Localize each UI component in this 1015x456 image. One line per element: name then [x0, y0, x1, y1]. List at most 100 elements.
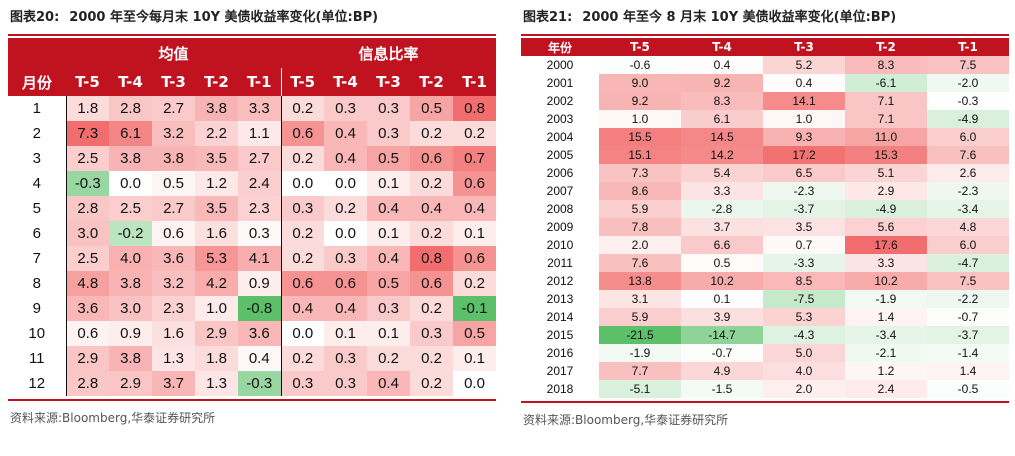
yield-change-cell: 2.9	[845, 182, 927, 200]
yield-change-cell: 1.4	[845, 308, 927, 326]
yield-change-cell: -2.3	[763, 182, 845, 200]
yield-change-cell: 14.2	[681, 146, 763, 164]
mean-value-cell: 5.3	[195, 246, 238, 271]
table-row: 2011 7.6 0.5 -3.3 3.3 -4.7	[521, 254, 1009, 272]
yield-change-cell: 4.9	[681, 362, 763, 380]
year-cell: 2011	[547, 256, 573, 270]
year-cell: 2012	[546, 274, 574, 288]
mean-col-header: T-2	[195, 68, 238, 96]
info-ratio-value-cell: 0.2	[367, 346, 410, 371]
year-cell: 2001	[546, 76, 574, 90]
yield-change-cell: 3.3	[845, 254, 927, 272]
mean-value-cell: 2.9	[65, 346, 109, 371]
mean-value-cell: 0.5	[152, 171, 195, 196]
mean-value-cell: 2.5	[65, 146, 109, 171]
info-ratio-value-cell: 0.2	[324, 196, 367, 221]
info-ratio-value-cell: 0.5	[367, 271, 410, 296]
mean-value-cell: 7.3	[65, 121, 109, 146]
info-ratio-value-cell: 0.1	[367, 321, 410, 346]
year-column-header: 年份	[521, 38, 599, 56]
info-ratio-value-cell: 0.2	[453, 271, 496, 296]
info-ratio-value-cell: 0.6	[410, 146, 453, 171]
lag-col-header: T-4	[681, 38, 763, 56]
table-row: 8 4.8 3.8 3.2 4.2 0.9 0.6 0.6 0.5 0.6 0.2	[8, 271, 496, 296]
monthly-yield-change-table: 均值 信息比率 月份 T-5 T-4 T-3 T-2 T-1 T-5 T-4 T-3 T-2 T-…	[8, 38, 496, 396]
mean-value-cell: 3.6	[152, 246, 195, 271]
mean-value-cell: 3.0	[65, 221, 109, 246]
info-ratio-value-cell: 0.0	[280, 171, 324, 196]
year-cell: 2016	[546, 346, 574, 360]
yield-change-cell: 8.3	[845, 56, 927, 74]
yield-change-cell: -14.7	[681, 326, 763, 344]
mean-value-cell: 1.3	[152, 346, 195, 371]
info-ratio-value-cell: 0.2	[410, 371, 453, 396]
yield-change-cell: 6.5	[763, 164, 845, 182]
mean-value-cell: 4.8	[65, 271, 109, 296]
table-row: 2002 9.2 8.3 14.1 7.1 -0.3	[521, 92, 1009, 110]
mean-value-cell: 4.0	[109, 246, 152, 271]
info-ratio-value-cell: 0.0	[324, 221, 367, 246]
mean-value-cell: 2.2	[195, 121, 238, 146]
month-cell: 10	[28, 325, 46, 342]
mean-value-cell: 3.7	[152, 371, 195, 396]
year-cell: 2010	[546, 238, 574, 252]
info-ratio-value-cell: 0.0	[324, 171, 367, 196]
mean-value-cell: 3.8	[109, 271, 152, 296]
yield-change-cell: 9.2	[681, 74, 763, 92]
info-ratio-value-cell: 0.6	[410, 271, 453, 296]
info-ratio-value-cell: 0.6	[453, 246, 496, 271]
yield-change-cell: 0.1	[681, 290, 763, 308]
mean-value-cell: 3.6	[65, 296, 109, 321]
yield-change-cell: -4.7	[927, 254, 1009, 272]
table-row: 2009 7.8 3.7 3.5 5.6 4.8	[521, 218, 1009, 236]
yield-change-cell: 4.8	[927, 218, 1009, 236]
ratio-col-header: T-1	[453, 68, 496, 96]
yield-change-cell: 7.1	[845, 92, 927, 110]
yield-change-cell: 7.5	[927, 272, 1009, 290]
yield-change-cell: -0.3	[927, 92, 1009, 110]
mean-value-cell: 0.9	[109, 321, 152, 346]
figure-21-bottom-rule	[521, 401, 1009, 403]
yield-change-cell: -3.7	[763, 200, 845, 218]
mean-value-cell: 3.6	[238, 321, 281, 346]
mean-value-cell: 2.7	[152, 196, 195, 221]
yield-change-cell: 10.2	[681, 272, 763, 290]
yield-change-cell: 5.9	[599, 200, 681, 218]
figure-21-title-text: 2000 年至今 8 月末 10Y 美债收益率变化(单位:BP)	[582, 10, 897, 25]
info-ratio-value-cell: 0.5	[453, 321, 496, 346]
month-cell: 6	[32, 225, 41, 242]
yield-change-cell: -4.9	[927, 110, 1009, 128]
info-ratio-value-cell: 0.0	[453, 371, 496, 396]
table-row: 2003 1.0 6.1 1.0 7.1 -4.9	[521, 110, 1009, 128]
mean-value-cell: 1.6	[152, 321, 195, 346]
mean-value-cell: 3.0	[109, 296, 152, 321]
month-cell: 4	[32, 175, 41, 192]
mean-value-cell: 0.0	[109, 171, 152, 196]
month-cell: 8	[32, 275, 41, 292]
month-cell: 1	[32, 100, 41, 117]
table-row: 2008 5.9 -2.8 -3.7 -4.9 -3.4	[521, 200, 1009, 218]
info-ratio-value-cell: 0.6	[280, 121, 324, 146]
table-row: 1 1.8 2.8 2.7 3.8 3.3 0.2 0.3 0.3 0.5 0.8	[8, 96, 496, 121]
ratio-col-header: T-2	[410, 68, 453, 96]
info-ratio-value-cell: 0.3	[367, 121, 410, 146]
month-cell: 11	[28, 350, 45, 367]
year-cell: 2017	[546, 364, 574, 378]
mean-value-cell: 1.1	[238, 121, 281, 146]
figure-21-title: 图表21: 2000 年至今 8 月末 10Y 美债收益率变化(单位:BP)	[521, 0, 1009, 36]
month-column-header: 月份	[8, 68, 66, 96]
mean-value-cell: 2.3	[238, 196, 281, 221]
info-ratio-value-cell: 0.4	[367, 246, 410, 271]
table-row: 2018 -5.1 -1.5 2.0 2.4 -0.5	[521, 380, 1009, 398]
yield-change-cell: 8.6	[599, 182, 681, 200]
info-ratio-value-cell: 0.4	[367, 196, 410, 221]
figure-21-panel: 图表21: 2000 年至今 8 月末 10Y 美债收益率变化(单位:BP) 年份…	[521, 0, 1009, 428]
yield-change-cell: 9.0	[599, 74, 681, 92]
info-ratio-value-cell: 0.6	[280, 271, 324, 296]
mean-value-cell: 6.1	[109, 121, 152, 146]
year-cell: 2008	[546, 202, 574, 216]
info-ratio-value-cell: 0.7	[453, 146, 496, 171]
yield-change-cell: 5.0	[763, 344, 845, 362]
mean-value-cell: 2.9	[109, 371, 152, 396]
yield-change-cell: -4.9	[845, 200, 927, 218]
